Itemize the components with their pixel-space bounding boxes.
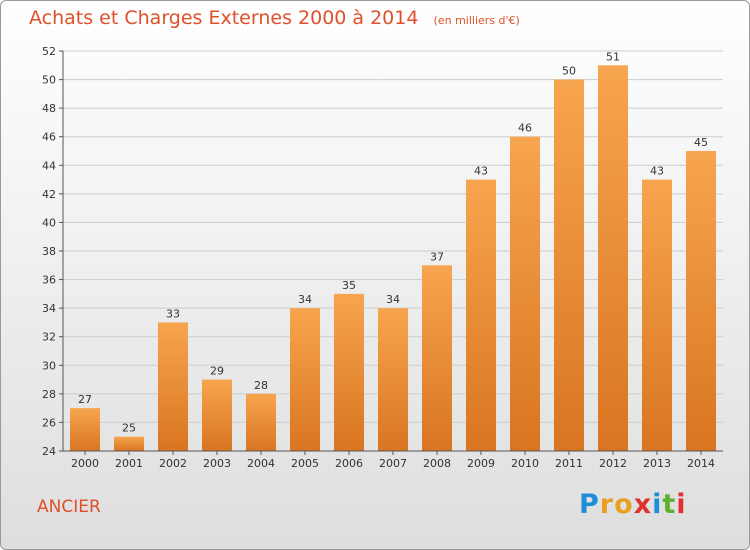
x-tick-label: 2011 — [555, 457, 583, 470]
x-tick-label: 2014 — [687, 457, 715, 470]
bar — [158, 322, 188, 451]
bar-value-label: 37 — [430, 250, 444, 263]
y-tick-label: 46 — [42, 131, 56, 144]
bar — [114, 436, 144, 451]
y-tick-label: 32 — [42, 331, 56, 344]
x-tick-label: 2005 — [291, 457, 319, 470]
bar — [686, 151, 716, 451]
x-tick-label: 2003 — [203, 457, 231, 470]
x-tick-label: 2004 — [247, 457, 275, 470]
bar — [598, 65, 628, 452]
bar-value-label: 43 — [650, 165, 664, 178]
y-tick-label: 28 — [42, 388, 56, 401]
x-tick-label: 2010 — [511, 457, 539, 470]
x-tick-label: 2008 — [423, 457, 451, 470]
chart-title: Achats et Charges Externes 2000 à 2014 (… — [29, 7, 520, 29]
bar-value-label: 28 — [254, 379, 268, 392]
logo-letter: t — [662, 489, 677, 520]
x-tick-label: 2006 — [335, 457, 363, 470]
chart-title-main: Achats et Charges Externes 2000 à 2014 — [29, 7, 419, 29]
x-tick-label: 2002 — [159, 457, 187, 470]
bar — [510, 136, 540, 451]
y-tick-label: 42 — [42, 188, 56, 201]
logo-letter: r — [599, 489, 615, 520]
y-tick-label: 44 — [42, 159, 56, 172]
bar-value-label: 45 — [694, 136, 708, 149]
x-tick-label: 2009 — [467, 457, 495, 470]
x-tick-label: 2007 — [379, 457, 407, 470]
bar — [378, 308, 408, 451]
bar-value-label: 35 — [342, 279, 356, 292]
bar — [334, 293, 364, 451]
bar — [554, 79, 584, 452]
logo-letter: o — [614, 489, 634, 520]
y-tick-label: 36 — [42, 274, 56, 287]
bars — [70, 65, 716, 452]
logo-letter: i — [652, 489, 663, 520]
x-tick-label: 2001 — [115, 457, 143, 470]
proxiti-logo: Proxiti — [579, 489, 687, 520]
chart-title-unit: (en milliers d'€) — [433, 14, 520, 27]
y-tick-label: 38 — [42, 245, 56, 258]
bar — [290, 308, 320, 451]
y-tick-label: 26 — [42, 416, 56, 429]
bar — [246, 393, 276, 451]
bar-value-label: 33 — [166, 307, 180, 320]
bar-value-label: 27 — [78, 393, 92, 406]
bar — [642, 179, 672, 452]
bar — [422, 265, 452, 451]
y-tick-label: 30 — [42, 359, 56, 372]
y-tick-label: 48 — [42, 102, 56, 115]
y-tick-label: 40 — [42, 216, 56, 229]
logo-letter: i — [676, 489, 687, 520]
bar-value-label: 29 — [210, 365, 224, 378]
bar — [466, 179, 496, 452]
bar-value-label: 34 — [386, 293, 400, 306]
bar-value-label: 34 — [298, 293, 312, 306]
labels: 24 26 28 30 32 34 36 38 40 42 44 46 48 50 52 27 2000 25 20… — [42, 45, 715, 470]
x-tick-label: 2013 — [643, 457, 671, 470]
bar-value-label: 50 — [562, 65, 576, 78]
x-tick-label: 2012 — [599, 457, 627, 470]
logo-letter: x — [633, 489, 653, 520]
bar-value-label: 43 — [474, 165, 488, 178]
bar-value-label: 25 — [122, 422, 136, 435]
bar-value-label: 51 — [606, 50, 620, 63]
x-tick-label: 2000 — [71, 457, 99, 470]
axes — [59, 50, 723, 455]
y-tick-label: 24 — [42, 445, 56, 458]
bar — [70, 408, 100, 451]
y-tick-label: 34 — [42, 302, 56, 315]
y-tick-label: 50 — [42, 74, 56, 87]
bar-value-label: 46 — [518, 122, 532, 135]
logo-letter: P — [579, 489, 600, 520]
y-tick-label: 52 — [42, 45, 56, 58]
bar — [202, 379, 232, 451]
commune-name: ANCIER — [37, 497, 101, 517]
